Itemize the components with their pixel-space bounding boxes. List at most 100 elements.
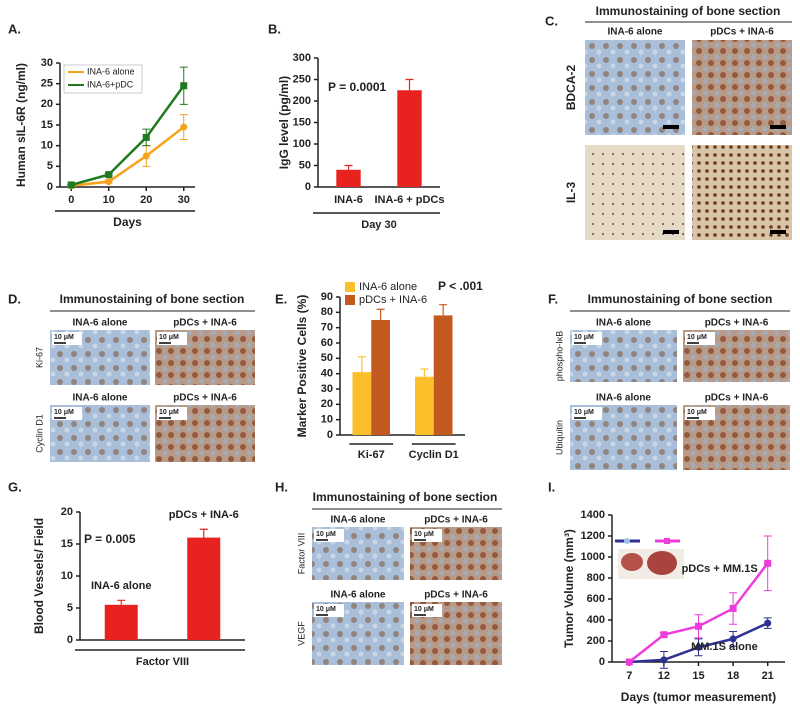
point	[625, 658, 633, 666]
y-tick-label: 50	[321, 352, 333, 364]
y-tick-label: 0	[327, 429, 333, 441]
row-label: BDCA-2	[564, 65, 578, 111]
x-axis-label: Days	[113, 215, 142, 229]
bar	[415, 376, 434, 435]
panel-letter: G.	[8, 479, 22, 494]
error-bar	[357, 356, 366, 373]
scale-box	[572, 332, 602, 345]
error-bar	[420, 368, 429, 377]
point	[729, 604, 737, 612]
error-bar	[405, 78, 414, 91]
legend-label: INA-6 alone	[87, 66, 135, 76]
column-header: INA-6 alone	[72, 393, 127, 404]
y-axis-label: Blood Vessels/ Field	[32, 518, 46, 634]
error-bar	[117, 599, 126, 605]
scale-label: 10 μM	[159, 409, 179, 416]
error-bar	[199, 528, 208, 538]
x-tick-label: Cyclin D1	[409, 449, 459, 461]
category-label: INA-6 alone	[91, 580, 152, 592]
row-label: VEGF	[296, 621, 306, 646]
scale-label: 10 μM	[687, 409, 707, 416]
y-tick-label: 1400	[581, 509, 605, 521]
column-header: pDCs + INA-6	[705, 318, 769, 329]
y-axis-label: IgG level (pg/ml)	[277, 76, 291, 169]
scale-label: 10 μM	[54, 409, 74, 416]
point	[660, 631, 668, 639]
point	[180, 123, 188, 131]
row-label: Ubiquitin	[554, 420, 564, 455]
y-axis-label: Marker Positive Cells (%)	[295, 295, 309, 438]
series-line	[71, 126, 185, 188]
column-header: INA-6 alone	[596, 318, 651, 329]
scale-label: 10 μM	[574, 409, 594, 416]
point	[695, 622, 702, 630]
y-tick-label: 80	[321, 306, 333, 318]
column-header: pDCs + INA-6	[424, 515, 488, 526]
panel-letter: D.	[8, 291, 21, 306]
row-label: Cyclin D1	[34, 414, 44, 453]
annotation: P = 0.0001	[328, 80, 386, 94]
bar	[187, 537, 221, 640]
scale-label: 10 μM	[414, 606, 434, 613]
x-tick-label: 12	[658, 670, 670, 682]
column-header: INA-6 alone	[72, 318, 127, 329]
y-tick-label: 600	[587, 593, 605, 605]
x-tick-label: INA-6	[334, 194, 363, 206]
micrograph	[585, 145, 685, 240]
legend-box	[63, 64, 143, 94]
series-label: pDCs + MM.1S	[682, 563, 758, 575]
scale-label: 10 μM	[574, 334, 594, 341]
scale-box	[314, 604, 344, 617]
y-tick-label: 5	[67, 602, 73, 614]
point	[142, 152, 150, 160]
x-tick-label: 30	[178, 194, 190, 206]
y-tick-label: 30	[321, 383, 333, 395]
error-bar	[376, 308, 385, 320]
column-header: pDCs + INA-6	[173, 318, 237, 329]
y-tick-label: 40	[321, 368, 333, 380]
series-line	[70, 84, 185, 187]
y-tick-label: 10	[61, 570, 73, 582]
column-header: INA-6 alone	[596, 393, 651, 404]
scale-box	[685, 407, 715, 420]
y-tick-label: 0	[67, 634, 73, 646]
bar	[352, 372, 372, 435]
micrograph	[585, 40, 685, 135]
y-tick-label: 0	[305, 181, 311, 193]
x-axis-label: Days (tumor measurement)	[621, 690, 776, 704]
x-tick-label: INA-6 + pDCs	[375, 194, 445, 206]
point	[180, 82, 188, 90]
scale-box	[572, 407, 602, 420]
point	[105, 171, 113, 179]
panel-letter: A.	[8, 21, 21, 36]
y-tick-label: 400	[587, 614, 605, 626]
scale-box	[52, 332, 82, 345]
row-label: Ki-67	[34, 347, 44, 368]
row-label: phospho-IκB	[554, 331, 564, 382]
y-tick-label: 60	[321, 337, 333, 349]
panel-letter: E.	[275, 291, 287, 306]
y-tick-label: 200	[587, 635, 605, 647]
bar	[397, 90, 422, 187]
y-tick-label: 15	[41, 119, 53, 131]
column-header: pDCs + INA-6	[705, 393, 769, 404]
scale-label: 10 μM	[687, 334, 707, 341]
x-tick-label: 20	[140, 194, 152, 206]
error-bar	[344, 164, 353, 170]
y-tick-label: 20	[61, 506, 73, 518]
legend-swatch	[345, 295, 355, 305]
panel-letter: H.	[275, 479, 288, 494]
scale-label: 10 μM	[316, 606, 336, 613]
x-tick-label: 7	[626, 670, 632, 682]
scale-box	[314, 529, 344, 542]
y-tick-label: 100	[293, 138, 311, 150]
panel-letter: B.	[268, 21, 281, 36]
column-header: pDCs + INA-6	[173, 393, 237, 404]
column-header: pDCs + INA-6	[424, 590, 488, 601]
panel-letter: I.	[548, 479, 555, 494]
x-axis-label: Factor VIII	[136, 656, 189, 668]
column-header: INA-6 alone	[330, 515, 385, 526]
annotation: P < .001	[438, 279, 483, 293]
x-tick-label: 10	[103, 194, 115, 206]
